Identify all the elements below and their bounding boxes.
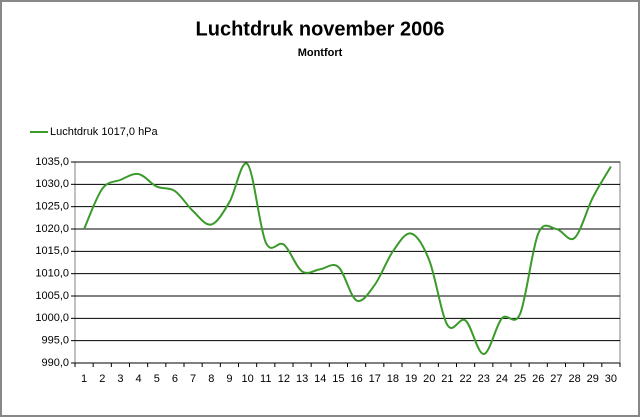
x-tick-label: 20 xyxy=(423,373,435,385)
chart-title: Luchtdruk november 2006 xyxy=(196,18,445,40)
x-tick-label: 8 xyxy=(208,373,214,385)
x-tick-label: 17 xyxy=(369,373,381,385)
chart-subtitle: Montfort xyxy=(298,47,343,59)
x-tick-label: 24 xyxy=(496,373,508,385)
data-line xyxy=(83,162,612,356)
y-tick-label: 1015,0 xyxy=(35,245,69,257)
y-tick-label: 995,0 xyxy=(41,335,69,347)
y-tick-label: 1030,0 xyxy=(35,178,69,190)
x-tick-label: 11 xyxy=(260,373,271,385)
x-tick-label: 28 xyxy=(568,373,580,385)
x-tick-label: 15 xyxy=(332,373,344,385)
x-tick-label: 10 xyxy=(241,373,253,385)
x-tick-label: 22 xyxy=(459,373,471,385)
x-tick-label: 3 xyxy=(117,373,123,385)
y-tick-label: 990,0 xyxy=(41,357,69,369)
x-tick-label: 19 xyxy=(405,373,417,385)
x-tick-label: 9 xyxy=(226,373,232,385)
y-tick-label: 1025,0 xyxy=(35,201,69,213)
x-tick-label: 7 xyxy=(190,373,196,385)
x-tick-label: 6 xyxy=(172,373,178,385)
x-tick-label: 18 xyxy=(387,373,399,385)
x-tick-label: 30 xyxy=(605,373,617,385)
x-tick-label: 4 xyxy=(136,373,142,385)
y-tick-label: 1010,0 xyxy=(35,268,69,280)
y-tick-label: 1005,0 xyxy=(35,290,69,302)
x-tick-label: 2 xyxy=(99,373,105,385)
x-tick-label: 13 xyxy=(296,373,308,385)
x-tick-label: 26 xyxy=(532,373,544,385)
x-tick-label: 1 xyxy=(81,373,87,385)
y-tick-label: 1020,0 xyxy=(35,223,69,235)
x-tick-label: 14 xyxy=(314,373,326,385)
x-tick-label: 23 xyxy=(478,373,490,385)
x-tick-label: 25 xyxy=(514,373,526,385)
x-tick-label: 29 xyxy=(587,373,599,385)
x-tick-label: 5 xyxy=(154,373,160,385)
x-tick-label: 12 xyxy=(278,373,290,385)
y-tick-label: 1000,0 xyxy=(35,312,69,324)
x-tick-label: 21 xyxy=(441,373,453,385)
plot-area xyxy=(74,161,621,364)
y-tick-label: 1035,0 xyxy=(35,156,69,168)
x-tick-label: 27 xyxy=(550,373,562,385)
x-tick-label: 16 xyxy=(350,373,362,385)
legend-label: Luchtdruk 1017,0 hPa xyxy=(50,126,159,138)
